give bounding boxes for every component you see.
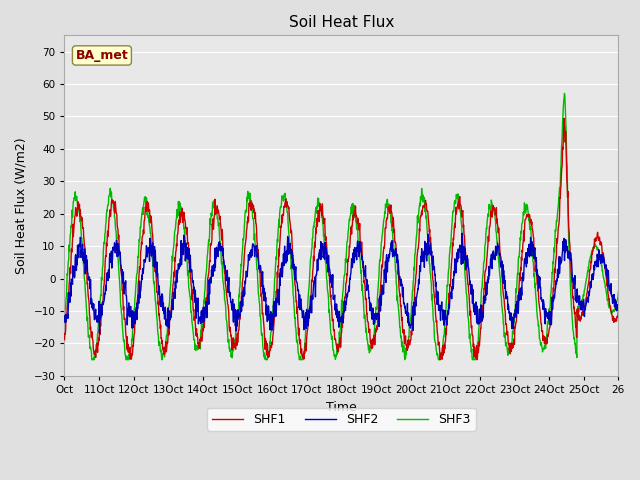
- SHF2: [61, 315, 68, 321]
- Y-axis label: Soil Heat Flux (W/m2): Soil Heat Flux (W/m2): [15, 137, 28, 274]
- SHF3: [171, 230, 179, 236]
- SHF1: [428, 247, 435, 252]
- SHF3: [184, 268, 192, 274]
- Legend: SHF1, SHF2, SHF3: SHF1, SHF2, SHF3: [207, 408, 476, 431]
- SHF2: [614, 305, 622, 311]
- SHF3: [614, 289, 622, 295]
- SHF1: [500, 296, 508, 301]
- SHF2: [95, 330, 103, 336]
- SHF1: [549, 293, 557, 299]
- SHF2: [184, 256, 192, 262]
- Line: SHF1: SHF1: [65, 119, 618, 360]
- SHF3: [428, 297, 436, 303]
- SHF1: [170, 273, 178, 278]
- SHF3: [246, 190, 254, 196]
- SHF1: [614, 307, 622, 312]
- SHF2: [500, 273, 508, 279]
- SHF3: [88, 357, 95, 362]
- SHF3: [61, 320, 68, 325]
- SHF2: [428, 249, 436, 254]
- Line: SHF2: SHF2: [65, 233, 618, 333]
- SHF2: [246, 249, 254, 255]
- SHF3: [561, 91, 568, 96]
- SHF3: [549, 259, 557, 265]
- SHF2: [171, 286, 179, 292]
- Text: BA_met: BA_met: [76, 49, 128, 62]
- Title: Soil Heat Flux: Soil Heat Flux: [289, 15, 394, 30]
- Line: SHF3: SHF3: [65, 94, 618, 360]
- SHF1: [560, 116, 568, 121]
- SHF3: [500, 333, 508, 339]
- SHF1: [246, 202, 253, 208]
- SHF1: [184, 240, 191, 246]
- X-axis label: Time: Time: [326, 400, 356, 413]
- SHF2: [458, 230, 466, 236]
- SHF2: [550, 298, 557, 304]
- SHF1: [61, 337, 68, 343]
- SHF1: [436, 357, 444, 362]
